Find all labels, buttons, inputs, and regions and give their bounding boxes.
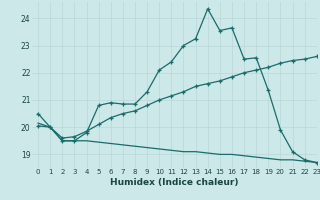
X-axis label: Humidex (Indice chaleur): Humidex (Indice chaleur) <box>110 178 239 187</box>
